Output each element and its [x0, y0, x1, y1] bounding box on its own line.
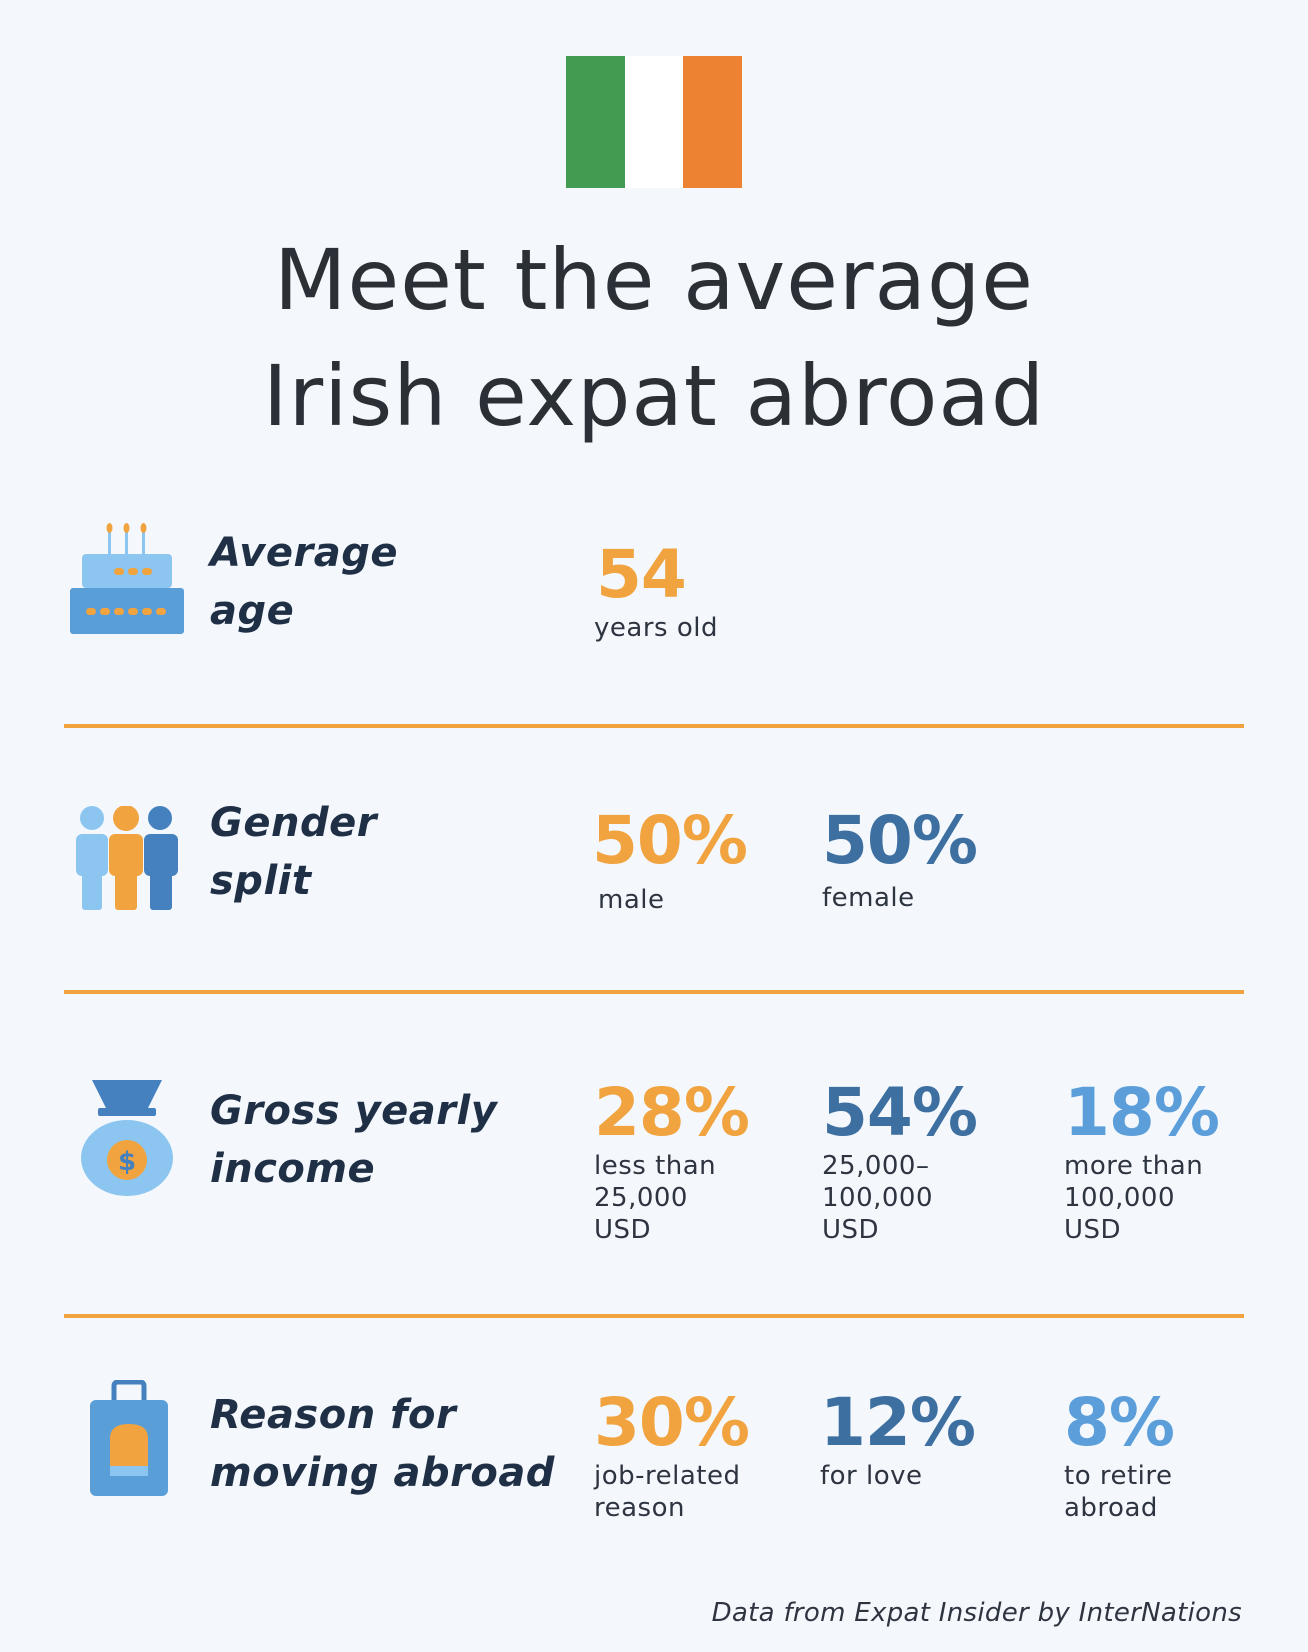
- flag-white-stripe: [624, 56, 684, 188]
- stat-caption: less than 25,000 USD: [594, 1151, 717, 1245]
- stat-caption: for love: [820, 1461, 923, 1491]
- flag-green-stripe: [566, 56, 625, 188]
- stat-female: 50% female: [822, 802, 978, 914]
- label-line: split: [210, 858, 312, 904]
- flag-orange-stripe: [683, 56, 743, 188]
- stat-caption: more than 100,000 USD: [1064, 1151, 1204, 1245]
- label-gross-yearly-income: Gross yearly income: [210, 1082, 497, 1198]
- stat-income-mid: 54% 25,000– 100,000 USD: [822, 1074, 978, 1246]
- divider: [64, 724, 1244, 728]
- stat-value: 50%: [822, 802, 978, 879]
- birthday-cake-icon: [70, 523, 184, 634]
- stat-caption: male: [598, 885, 665, 915]
- stat-age: 54 years old: [594, 536, 718, 644]
- stat-caption: years old: [594, 613, 718, 643]
- label-average-age: Average age: [210, 524, 398, 640]
- title-line-2: Irish expat abroad: [262, 347, 1046, 445]
- label-line: Gender: [210, 800, 377, 846]
- page-title: Meet the average Irish expat abroad: [0, 222, 1308, 454]
- money-bag-icon: $: [81, 1080, 173, 1196]
- stat-value: 54: [596, 536, 687, 613]
- stat-value: 30%: [594, 1384, 750, 1461]
- stat-caption: 25,000– 100,000 USD: [822, 1151, 934, 1245]
- label-reason-for-moving: Reason for moving abroad: [210, 1386, 555, 1502]
- suitcase-icon: [90, 1380, 168, 1496]
- stat-value: 28%: [594, 1074, 750, 1151]
- stat-for-love: 12% for love: [820, 1384, 976, 1492]
- stat-retire: 8% to retire abroad: [1064, 1384, 1175, 1524]
- stat-value: 8%: [1064, 1384, 1175, 1461]
- source-credit: Data from Expat Insider by InterNations: [711, 1598, 1242, 1628]
- label-line: Reason for: [210, 1392, 457, 1438]
- label-line: Average: [210, 530, 398, 576]
- stat-caption: job-related reason: [594, 1461, 741, 1523]
- label-line: income: [210, 1146, 376, 1192]
- irish-flag-icon: [566, 56, 743, 188]
- stat-value: 18%: [1064, 1074, 1220, 1151]
- stat-value: 54%: [822, 1074, 978, 1151]
- people-group-icon: [76, 806, 178, 910]
- label-line: age: [210, 588, 295, 634]
- stat-income-high: 18% more than 100,000 USD: [1064, 1074, 1220, 1246]
- stat-job-related: 30% job-related reason: [594, 1384, 750, 1524]
- divider: [64, 990, 1244, 994]
- stat-income-low: 28% less than 25,000 USD: [594, 1074, 750, 1246]
- label-gender-split: Gender split: [210, 794, 377, 910]
- label-line: moving abroad: [210, 1450, 555, 1496]
- stat-value: 12%: [820, 1384, 976, 1461]
- divider: [64, 1314, 1244, 1318]
- stat-caption: to retire abroad: [1064, 1461, 1173, 1523]
- label-line: Gross yearly: [210, 1088, 498, 1134]
- stat-male: 50% male: [592, 802, 748, 916]
- title-line-1: Meet the average: [274, 231, 1034, 329]
- svg-text:$: $: [118, 1147, 136, 1177]
- stat-caption: female: [822, 883, 915, 913]
- stat-value: 50%: [592, 802, 748, 879]
